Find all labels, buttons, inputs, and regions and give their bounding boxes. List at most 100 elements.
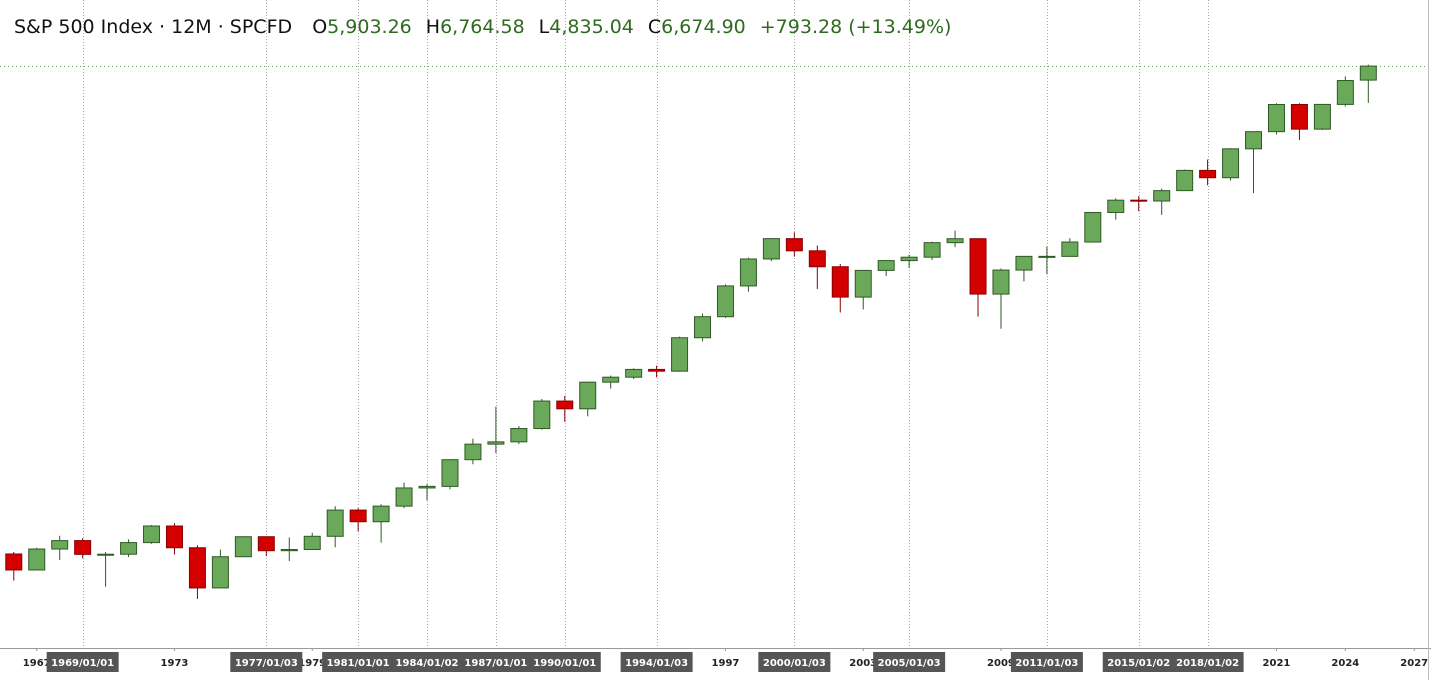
candle-body xyxy=(1199,169,1217,179)
x-date-label: 2005/01/03 xyxy=(878,658,941,669)
x-tick-label: 2003 xyxy=(849,658,877,669)
x-date-box xyxy=(391,652,464,672)
candle-body xyxy=(671,337,689,372)
x-date-label: 1994/01/03 xyxy=(625,658,688,669)
candle-body xyxy=(5,553,23,571)
candle-body xyxy=(487,441,505,445)
candle-body xyxy=(923,242,941,258)
ohlc-key: H xyxy=(425,16,441,38)
x-date-label: 1987/01/01 xyxy=(464,658,527,669)
x-date-box xyxy=(873,652,946,672)
candle-body xyxy=(1015,255,1033,271)
candle-body xyxy=(1176,169,1194,192)
candle-body xyxy=(326,509,344,537)
candle-body xyxy=(1130,199,1148,202)
ohlc-key: C xyxy=(647,16,662,38)
candle-body xyxy=(625,368,643,378)
candle-body xyxy=(1084,211,1102,243)
candle-body xyxy=(533,400,551,430)
candle-body xyxy=(716,285,734,318)
x-date-label: 2015/01/02 xyxy=(1107,658,1170,669)
candle-body xyxy=(165,525,183,549)
candle-body xyxy=(280,549,298,552)
x-tick-label: 1967 xyxy=(23,658,51,669)
candle-body xyxy=(257,536,275,552)
candle-body xyxy=(441,459,459,487)
candle-body xyxy=(74,540,92,555)
candle-body xyxy=(143,525,161,544)
candle-body xyxy=(1267,103,1285,133)
candle-body xyxy=(97,553,115,556)
candle-body xyxy=(900,256,918,262)
x-date-box xyxy=(230,652,303,672)
candle-body xyxy=(1038,255,1056,258)
x-date-box xyxy=(1010,652,1083,672)
ohlc-value: 5,903.26 xyxy=(327,16,412,38)
x-date-box xyxy=(1102,652,1175,672)
candle-body xyxy=(762,238,780,260)
x-tick-label: 1997 xyxy=(712,658,740,669)
candle-body xyxy=(464,443,482,461)
candle-body xyxy=(831,266,849,298)
candle-body xyxy=(120,542,138,555)
candle-body xyxy=(211,556,229,589)
ohlc-key: L xyxy=(538,16,550,38)
ohlc-value: 4,835.04 xyxy=(549,16,634,38)
candle-body xyxy=(1359,65,1377,81)
candle-body xyxy=(418,485,436,489)
x-date-label: 1990/01/01 xyxy=(533,658,596,669)
x-date-label: 1984/01/02 xyxy=(396,658,459,669)
candle-body xyxy=(188,547,206,589)
candle-body xyxy=(946,238,964,244)
x-tick-label: 2027 xyxy=(1400,658,1428,669)
candle-body xyxy=(854,269,872,298)
candle-body xyxy=(785,238,803,252)
x-tick-label: 1979 xyxy=(298,658,326,669)
candle-body xyxy=(51,540,69,550)
candle-body xyxy=(739,258,757,287)
candles xyxy=(5,64,1377,599)
candle-body xyxy=(556,400,574,410)
candle-body xyxy=(694,316,712,339)
candle-body xyxy=(234,536,252,558)
x-date-label: 1969/01/01 xyxy=(51,658,114,669)
x-date-box xyxy=(620,652,693,672)
x-date-box xyxy=(459,652,532,672)
candle-body xyxy=(372,505,390,523)
candle-body xyxy=(349,509,367,523)
candle-body xyxy=(510,428,528,443)
candle-body xyxy=(602,376,620,383)
change-value: +793.28 xyxy=(759,16,843,38)
candle-body xyxy=(1336,80,1354,105)
x-date-box xyxy=(528,652,601,672)
candle-body xyxy=(1107,199,1125,213)
x-date-box xyxy=(46,652,119,672)
x-date-label: 2018/01/02 xyxy=(1176,658,1239,669)
chart-title: S&P 500 Index · 12M · SPCFD xyxy=(14,16,293,38)
ohlc-value: 6,764.58 xyxy=(440,16,525,38)
chart-header: S&P 500 Index · 12M · SPCFD O5,903.26 H6,… xyxy=(14,16,951,38)
ohlc-value: 6,674.90 xyxy=(661,16,746,38)
x-tick-label: 2009 xyxy=(987,658,1015,669)
candle-body xyxy=(808,250,826,268)
ohlc-key: O xyxy=(312,16,328,38)
x-tick-label: 1973 xyxy=(161,658,189,669)
x-date-box xyxy=(758,652,831,672)
candle-body xyxy=(648,368,666,372)
candle-body xyxy=(579,381,597,410)
candle-body xyxy=(969,238,987,295)
candle-body xyxy=(395,487,413,507)
candle-body xyxy=(1313,103,1331,130)
candle-body xyxy=(303,535,321,551)
x-tick-label: 2021 xyxy=(1263,658,1291,669)
candle-body xyxy=(877,260,895,271)
x-date-box xyxy=(1171,652,1244,672)
x-date-label: 1981/01/01 xyxy=(327,658,390,669)
change-percent: (+13.49%) xyxy=(848,16,952,38)
candle-body xyxy=(992,269,1010,295)
candle-body xyxy=(1153,190,1171,202)
x-tick-label: 2024 xyxy=(1331,658,1359,669)
x-date-label: 1977/01/03 xyxy=(235,658,298,669)
